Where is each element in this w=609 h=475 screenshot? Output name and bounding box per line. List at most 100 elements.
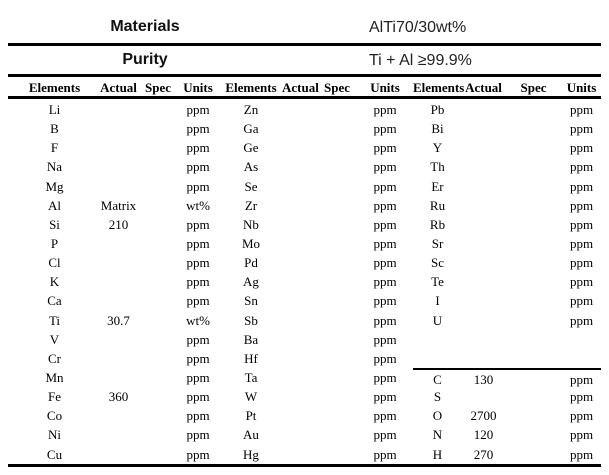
- element-symbol: Mo: [241, 235, 261, 251]
- actual-value: [282, 291, 317, 310]
- actual-value: [282, 119, 317, 138]
- units-value: ppm: [569, 389, 594, 405]
- units-value: ppm: [373, 446, 397, 462]
- actual-value: [282, 330, 317, 349]
- spec-value: [505, 215, 562, 234]
- element-symbol: Ca: [47, 293, 62, 309]
- materials-label: Materials: [110, 18, 180, 35]
- units-value: ppm: [186, 140, 210, 156]
- actual-value: [282, 406, 317, 425]
- actual-value: [97, 330, 140, 349]
- spec-value: [140, 234, 176, 253]
- spec-value: [317, 291, 357, 310]
- spec-value: [317, 138, 357, 157]
- actual-value: [97, 272, 140, 291]
- spec-value: [140, 215, 176, 234]
- element-symbol: Pt: [245, 408, 257, 424]
- element-symbol: F: [50, 140, 59, 156]
- actual-value: [282, 177, 317, 196]
- actual-value: [97, 138, 140, 157]
- units-value: ppm: [186, 331, 210, 347]
- units-value: ppm: [186, 102, 210, 117]
- spec-value: [505, 272, 562, 291]
- spec-value: [140, 177, 176, 196]
- element-symbol: Na: [46, 159, 63, 175]
- spec-value: [140, 291, 176, 310]
- units-value: ppm: [186, 235, 210, 251]
- spec-value: [317, 253, 357, 272]
- actual-value: 2700: [470, 408, 497, 424]
- actual-value: [462, 196, 505, 215]
- spec-value: [505, 253, 562, 272]
- element-symbol: Ta: [244, 369, 258, 385]
- table-header-row: Elements Actual Spec Units Elements Actual Spe…: [12, 79, 601, 96]
- element-symbol: Ru: [429, 197, 446, 213]
- units-value: ppm: [569, 102, 594, 117]
- actual-value: [97, 234, 140, 253]
- element-symbol: Cl: [48, 255, 61, 271]
- spec-value: [505, 406, 562, 425]
- units-value: ppm: [373, 140, 397, 156]
- spec-value: [140, 349, 176, 368]
- element-symbol: As: [243, 159, 259, 175]
- column-header-spec: Spec: [145, 80, 171, 95]
- purity-label: Purity: [122, 51, 168, 68]
- spec-value: [505, 367, 562, 387]
- actual-value: 30.7: [107, 312, 130, 328]
- spec-value: [317, 157, 357, 176]
- element-symbol: Mn: [45, 369, 64, 385]
- units-value: ppm: [569, 121, 594, 137]
- units-value: ppm: [373, 369, 397, 385]
- spec-value: [317, 272, 357, 291]
- units-value: [562, 330, 601, 349]
- units-value: ppm: [373, 408, 397, 424]
- actual-value: [462, 119, 505, 138]
- spec-value: [317, 330, 357, 349]
- units-value: ppm: [373, 102, 397, 117]
- rule-below-materials: [8, 43, 601, 46]
- units-value: ppm: [186, 274, 210, 290]
- units-value: ppm: [569, 427, 594, 443]
- actual-value: Matrix: [100, 197, 137, 213]
- units-value: ppm: [569, 446, 594, 462]
- spec-value: [140, 100, 176, 119]
- units-value: ppm: [569, 312, 594, 328]
- element-symbol: Hg: [243, 446, 259, 462]
- spec-value: [140, 119, 176, 138]
- actual-value: [282, 138, 317, 157]
- actual-value: [282, 253, 317, 272]
- actual-value: [97, 100, 140, 119]
- spec-value: [317, 445, 357, 464]
- element-symbol: I: [435, 293, 440, 309]
- units-value: ppm: [186, 350, 210, 366]
- column-header-units: Units: [183, 80, 213, 95]
- actual-value: 130: [462, 367, 505, 387]
- spec-value: [317, 119, 357, 138]
- actual-value: [282, 311, 317, 330]
- spec-value: [505, 291, 562, 310]
- units-value: ppm: [569, 178, 594, 194]
- element-symbol: Sb: [244, 312, 258, 328]
- actual-value: 360: [108, 389, 129, 405]
- element-symbol: W: [244, 389, 258, 405]
- element-symbol: Bi: [431, 121, 444, 137]
- element-symbol: S: [433, 389, 442, 405]
- units-value: ppm: [373, 312, 397, 328]
- actual-value: [462, 349, 505, 368]
- element-symbol: Li: [48, 102, 61, 117]
- actual-value: [282, 272, 317, 291]
- column-header-elements: Elements: [28, 80, 81, 95]
- units-value: ppm: [186, 427, 210, 443]
- units-value: ppm: [373, 178, 397, 194]
- spec-value: [505, 234, 562, 253]
- spec-value: [140, 196, 176, 215]
- spec-value: [140, 406, 176, 425]
- units-value: ppm: [569, 274, 594, 290]
- element-symbol: Ga: [243, 121, 259, 137]
- actual-value: [462, 272, 505, 291]
- column-header-units: Units: [370, 80, 400, 95]
- column-header-elements: Elements: [413, 80, 465, 95]
- element-symbol: B: [50, 121, 59, 137]
